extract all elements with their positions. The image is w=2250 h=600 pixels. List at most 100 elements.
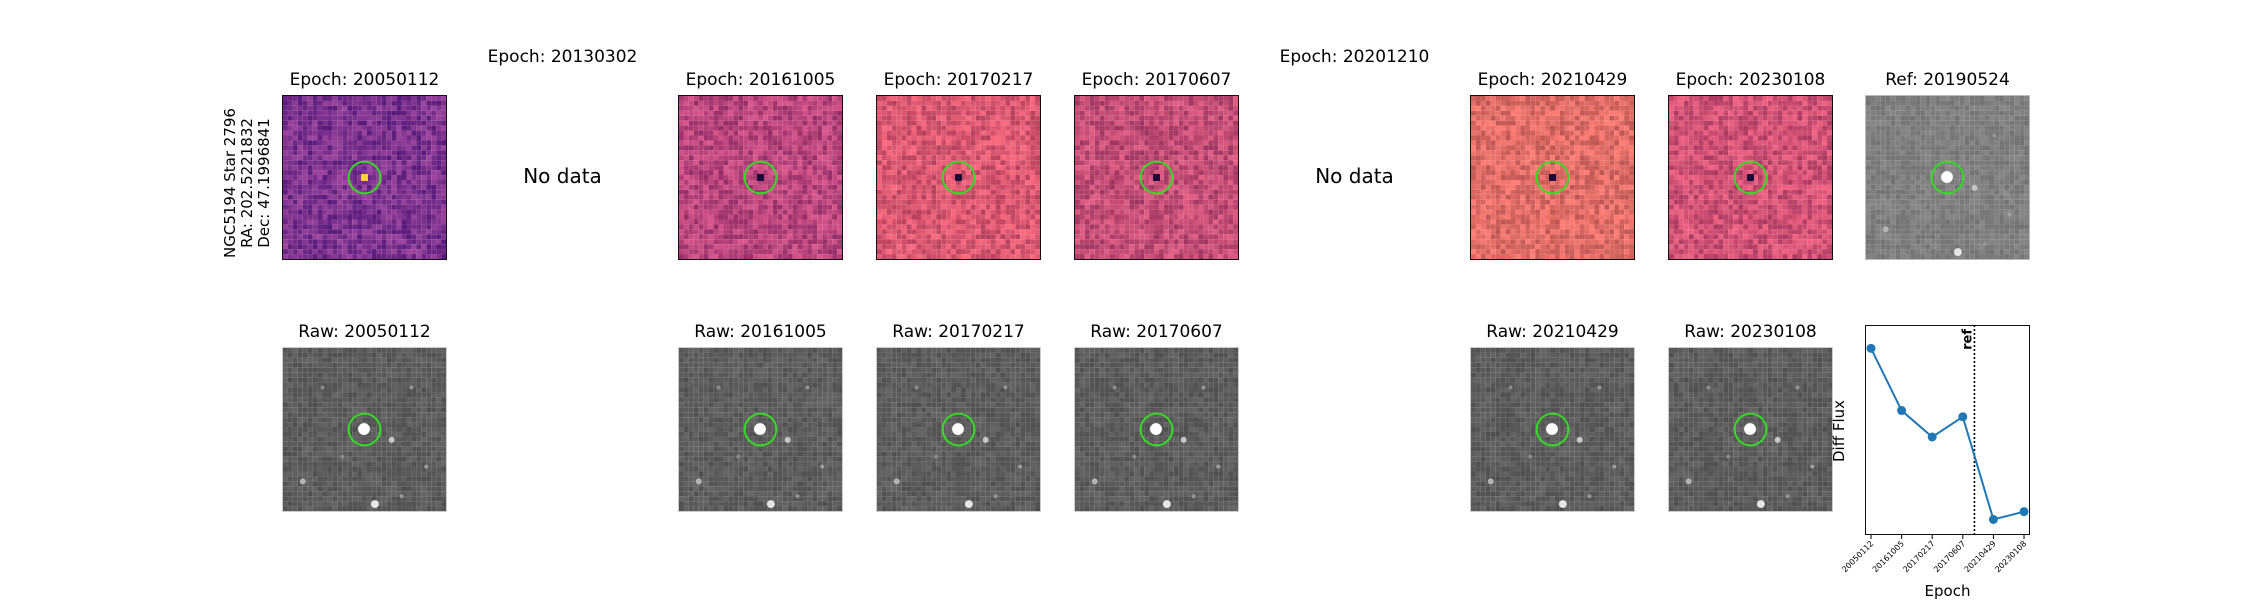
raw-image (877, 348, 1040, 511)
panel-title: Epoch: 20161005 (685, 70, 836, 90)
diff-image (1669, 96, 1832, 259)
star-point (1508, 385, 1513, 390)
aperture-circle (941, 412, 976, 447)
star-point (1191, 494, 1196, 499)
diff-image (877, 96, 1040, 259)
panel-title: Raw: 20161005 (694, 322, 827, 342)
diff-image (679, 96, 842, 259)
raw-image (283, 348, 446, 511)
star-point (1810, 464, 1815, 469)
diff-image-panel (282, 95, 447, 260)
residual-pixel (757, 174, 764, 181)
reference-label: ref (1960, 329, 1975, 350)
star-point (1162, 500, 1171, 509)
star-point (1091, 478, 1098, 485)
star-point (695, 478, 702, 485)
panel-title: Epoch: 20170607 (1081, 70, 1232, 90)
star-point (1903, 133, 1908, 138)
star-point (1882, 226, 1889, 233)
star-point (1774, 436, 1781, 443)
raw-image-panel (282, 347, 447, 512)
ref-image (1866, 96, 2029, 259)
residual-pixel (1153, 174, 1160, 181)
star-point (754, 423, 766, 435)
star-point (1982, 242, 1987, 247)
star-point (399, 494, 404, 499)
residual-pixel (361, 174, 368, 181)
star-point (964, 500, 973, 509)
data-point (1897, 406, 1907, 416)
star-point (914, 385, 919, 390)
diff-image (283, 96, 446, 259)
x-tick-label: 20230108 (1993, 539, 2028, 574)
no-data-text: No data (523, 164, 602, 188)
aperture-circle (347, 160, 382, 195)
star-point (1744, 423, 1756, 435)
star-point (1558, 500, 1567, 509)
x-tick-label: 20170607 (1932, 539, 1967, 574)
diff-image-panel (678, 95, 843, 260)
star-point (1597, 385, 1602, 390)
diff-image-panel (876, 95, 1041, 260)
diff-image-panel (1074, 95, 1239, 260)
panel-title: Raw: 20210429 (1486, 322, 1619, 342)
star-point (1953, 248, 1962, 257)
star-point (1487, 478, 1494, 485)
star-point (1112, 385, 1117, 390)
raw-image-panel (1668, 347, 1833, 512)
light-curve-frame (1865, 325, 2030, 535)
aperture-circle (1139, 412, 1174, 447)
panel-title: Epoch: 20230108 (1675, 70, 1826, 90)
residual-pixel (955, 174, 962, 181)
panel-title: Raw: 20050112 (298, 322, 431, 342)
star-point (1018, 464, 1023, 469)
star-dec: Dec: 47.1996841 (255, 118, 273, 248)
star-point (766, 500, 775, 509)
y-axis-label-box: Diff Flux (1830, 400, 1860, 462)
y-axis-label: Diff Flux (1830, 400, 1848, 462)
star-point (1685, 478, 1692, 485)
panel-title: Epoch: 20210429 (1477, 70, 1628, 90)
x-tick-label: 20050112 (1840, 539, 1875, 574)
star-point (388, 436, 395, 443)
star-point (424, 464, 429, 469)
x-axis-label: Epoch (1924, 582, 1971, 600)
raw-image-panel (1470, 347, 1635, 512)
star-point (1216, 464, 1221, 469)
aperture-circle (347, 412, 382, 447)
series-line (1870, 347, 2025, 521)
star-point (893, 478, 900, 485)
raw-image (1471, 348, 1634, 511)
star-point (820, 464, 825, 469)
star-point (340, 454, 345, 459)
aperture-circle (941, 160, 976, 195)
star-point (1795, 385, 1800, 390)
residual-pixel (1747, 174, 1754, 181)
star-point (1587, 494, 1592, 499)
star-point (358, 423, 370, 435)
panel-title: Epoch: 20170217 (883, 70, 1034, 90)
aperture-circle (1535, 412, 1570, 447)
star-point (320, 385, 325, 390)
star-point (1992, 133, 1997, 138)
star-point (2007, 212, 2012, 217)
raw-image (1669, 348, 1832, 511)
residual-pixel (1549, 174, 1556, 181)
panel-title: Epoch: 20050112 (289, 70, 440, 90)
star-point (1785, 494, 1790, 499)
aperture-circle (1733, 412, 1768, 447)
aperture-circle (1535, 160, 1570, 195)
panel-title: Ref: 20190524 (1885, 70, 2010, 90)
star-point (1923, 202, 1928, 207)
star-name: NGC5194 Star 2796 (221, 108, 239, 258)
aperture-circle (743, 412, 778, 447)
star-point (1150, 423, 1162, 435)
data-point (1927, 432, 1937, 442)
aperture-circle (1733, 160, 1768, 195)
star-point (736, 454, 741, 459)
data-point (1958, 412, 1968, 422)
data-point (1866, 343, 1876, 353)
panel-title: Epoch: 20130302 (487, 47, 638, 67)
raw-image-panel (876, 347, 1041, 512)
star-point (1612, 464, 1617, 469)
